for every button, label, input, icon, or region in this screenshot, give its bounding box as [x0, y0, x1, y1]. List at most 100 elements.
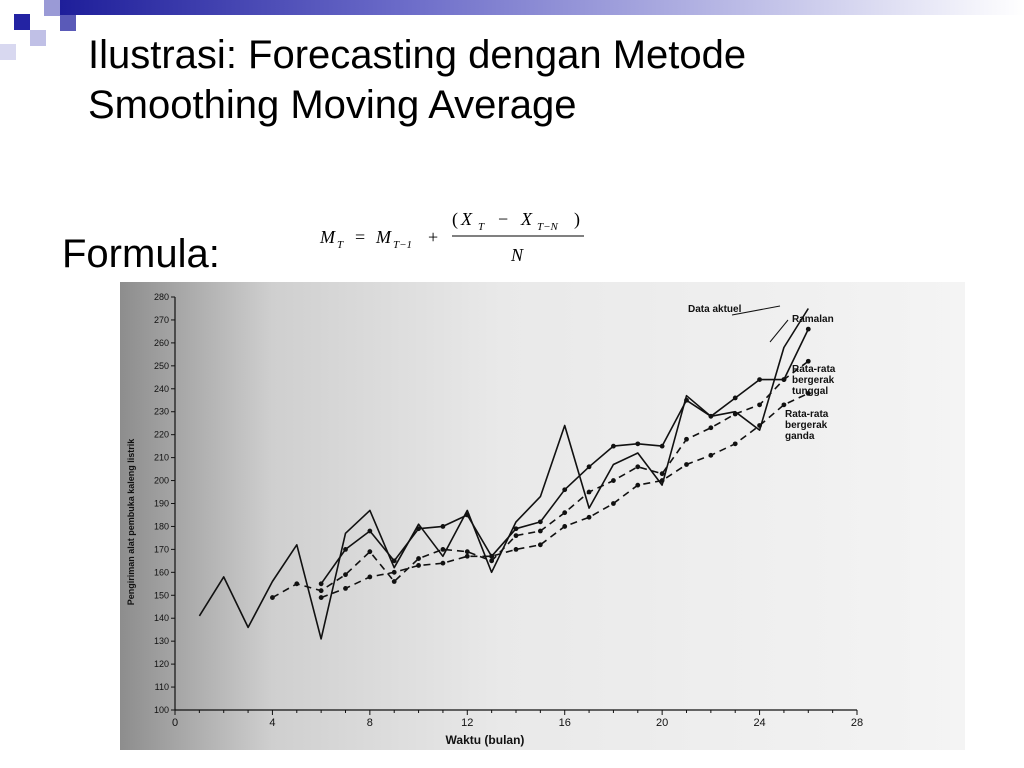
y-tick-label: 170	[154, 544, 169, 554]
data-point	[464, 549, 470, 555]
data-point	[611, 501, 616, 506]
y-tick-label: 100	[154, 705, 169, 715]
series-2	[318, 326, 811, 587]
data-point	[343, 546, 348, 552]
formula-close-paren: )	[574, 209, 580, 230]
legend-entry: Data aktuel	[688, 304, 742, 315]
y-tick-label: 130	[154, 636, 169, 646]
moving-average-formula: M T = M T−1 + ( X T − X T−N ) N	[319, 209, 584, 265]
data-point	[805, 358, 811, 364]
formula-m2-sub: T−1	[393, 239, 412, 251]
formula-x1: X	[460, 209, 473, 229]
data-point	[805, 390, 811, 396]
chart-axes: 1001101201301401501601701801902002102202…	[154, 292, 863, 729]
data-point	[416, 556, 421, 561]
x-tick-label: 28	[851, 717, 863, 729]
data-point	[537, 519, 543, 525]
data-point	[611, 478, 616, 483]
legend-entry: Rata-rata bergerak tunggal	[792, 364, 836, 397]
y-tick-label: 180	[154, 521, 169, 531]
data-point	[391, 579, 397, 584]
data-point	[367, 549, 373, 555]
formula-lhs-sub: T	[337, 239, 344, 251]
y-tick-label: 280	[154, 292, 169, 302]
data-point	[562, 524, 568, 529]
x-tick-label: 16	[559, 717, 571, 729]
title-line-2: Smoothing Moving Average	[88, 83, 577, 127]
data-point	[684, 436, 689, 442]
data-point	[586, 514, 592, 520]
data-point	[757, 377, 762, 382]
x-tick-label: 24	[753, 717, 765, 729]
series-3	[270, 358, 811, 600]
title-line-1: Ilustrasi: Forecasting dengan Metode	[88, 33, 747, 77]
data-point	[805, 326, 811, 332]
legend-entry-line: ganda	[785, 431, 815, 442]
data-point	[464, 512, 470, 518]
y-tick-label: 240	[154, 384, 169, 394]
x-tick-label: 12	[461, 717, 473, 729]
formula-denominator: N	[510, 245, 524, 265]
legend-entry-line: bergerak	[792, 375, 835, 386]
formula-x2-sub: T−N	[537, 221, 559, 233]
data-point	[611, 443, 616, 449]
data-point	[416, 563, 421, 568]
series-4	[318, 390, 811, 600]
formula-x2: X	[520, 209, 533, 229]
data-point	[659, 478, 665, 483]
data-point	[270, 595, 275, 600]
data-point	[489, 558, 495, 564]
formula-open-paren: (	[452, 209, 458, 230]
y-tick-label: 210	[154, 453, 169, 463]
y-tick-label: 140	[154, 613, 169, 623]
y-tick-label: 230	[154, 407, 169, 417]
data-point	[318, 581, 324, 587]
legend-entry-line: Data aktuel	[688, 304, 742, 315]
data-point	[537, 542, 543, 548]
legend-entry-line: Ramalan	[792, 314, 834, 325]
data-point	[367, 574, 373, 580]
legend-entry-line: Rata-rata	[792, 364, 836, 375]
data-point	[684, 397, 689, 403]
data-point	[391, 569, 397, 575]
formula-equals: =	[355, 227, 365, 247]
data-point	[489, 553, 495, 559]
chart-series	[198, 308, 811, 640]
data-point	[659, 471, 665, 477]
data-point	[708, 425, 714, 431]
y-tick-label: 220	[154, 430, 169, 440]
formula-m2: M	[375, 227, 392, 247]
legend-leader	[769, 319, 789, 343]
formula-minus: −	[498, 209, 508, 229]
data-point	[416, 526, 421, 532]
formula-label: Formula:	[62, 232, 220, 276]
data-point	[440, 524, 446, 529]
data-point	[781, 402, 787, 408]
data-point	[464, 553, 470, 559]
x-axis-label: Waktu (bulan)	[446, 733, 525, 747]
data-point	[732, 411, 738, 417]
data-point	[318, 588, 324, 594]
y-tick-label: 260	[154, 338, 169, 348]
data-point	[513, 526, 519, 532]
scanned-paper-background	[120, 282, 965, 750]
data-point	[757, 423, 762, 428]
y-tick-label: 270	[154, 315, 169, 325]
y-tick-label: 120	[154, 659, 169, 669]
legend-leader	[731, 305, 781, 316]
legend-entry: Rata-rata bergerak ganda	[785, 409, 829, 442]
data-point	[732, 441, 738, 447]
legend-entry-line: tunggal	[792, 386, 828, 397]
y-tick-label: 200	[154, 476, 169, 486]
x-tick-label: 20	[656, 717, 668, 729]
formula-x1-sub: T	[478, 221, 485, 233]
data-point	[294, 581, 300, 587]
data-point	[635, 441, 641, 447]
data-point	[659, 443, 665, 449]
y-tick-label: 110	[155, 682, 169, 692]
data-point	[708, 413, 714, 419]
data-point	[513, 533, 519, 539]
data-point	[537, 528, 543, 534]
legend-entry: Ramalan	[792, 314, 834, 325]
data-point	[732, 395, 738, 401]
